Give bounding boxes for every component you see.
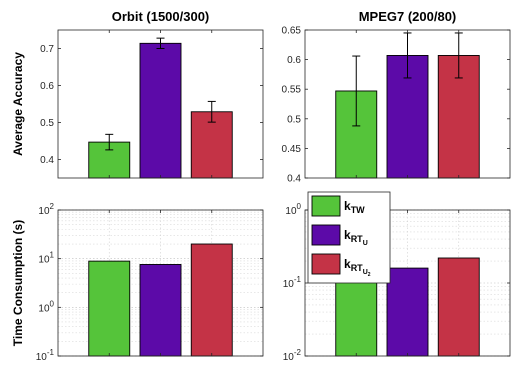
legend: kTW kRTU kRTU2 (307, 191, 391, 284)
bar-2 (139, 264, 182, 357)
legend-label-1: kTW (344, 199, 365, 215)
bar-1 (335, 271, 378, 357)
chart-panel-4: 10-2 10-1 100 kTW kRTU kRTU2 (283, 191, 511, 363)
y-tick-label: 10-2 (283, 348, 302, 363)
chart-panel-3: 10-1 100 101 102 Time Consumption (s) (11, 202, 264, 363)
y-tick-label: 10-1 (36, 348, 55, 363)
y-tick-label: 0.4 (40, 155, 54, 166)
bar-2 (386, 267, 429, 357)
y-tick-label: 102 (38, 202, 54, 217)
bar-3 (190, 111, 233, 179)
chart-panel-2: 0.4 0.45 0.5 0.55 0.6 0.65 MPEG7 (200/80) (282, 9, 511, 185)
legend-swatch-1 (311, 195, 341, 217)
legend-label-3: kRTU2 (344, 257, 371, 278)
y-tick-label: 0.6 (40, 81, 54, 92)
y-tick-label: 100 (38, 299, 54, 314)
bar-1 (88, 260, 131, 357)
y-tick-label: 0.5 (40, 118, 54, 129)
chart-panel-1: 0.4 0.5 0.6 0.7 Orbit (1500/300) Average Accu… (11, 9, 264, 179)
legend-swatch-3 (311, 253, 341, 275)
bar-3 (190, 243, 233, 357)
chart-title: Orbit (1500/300) (112, 9, 210, 24)
bar-2 (139, 42, 182, 179)
y-axis-label: Time Consumption (s) (11, 220, 25, 346)
chart-title: MPEG7 (200/80) (359, 9, 457, 24)
y-tick-label: 0.45 (282, 144, 302, 155)
y-tick-label: 0.6 (287, 55, 301, 66)
y-tick-label: 0.5 (287, 114, 301, 125)
legend-label-2: kRTU (344, 228, 368, 247)
y-tick-label: 10-1 (283, 275, 302, 290)
y-tick-label: 0.65 (282, 26, 302, 37)
bar-3 (437, 257, 480, 357)
y-axis-label: Average Accuracy (11, 52, 25, 156)
y-tick-label: 101 (38, 251, 54, 266)
y-tick-label: 0.4 (287, 174, 301, 185)
bar-1 (335, 90, 378, 179)
y-tick-label: 0.7 (40, 44, 54, 55)
legend-swatch-2 (311, 224, 341, 246)
y-tick-label: 100 (285, 202, 301, 217)
y-tick-label: 0.55 (282, 85, 302, 96)
